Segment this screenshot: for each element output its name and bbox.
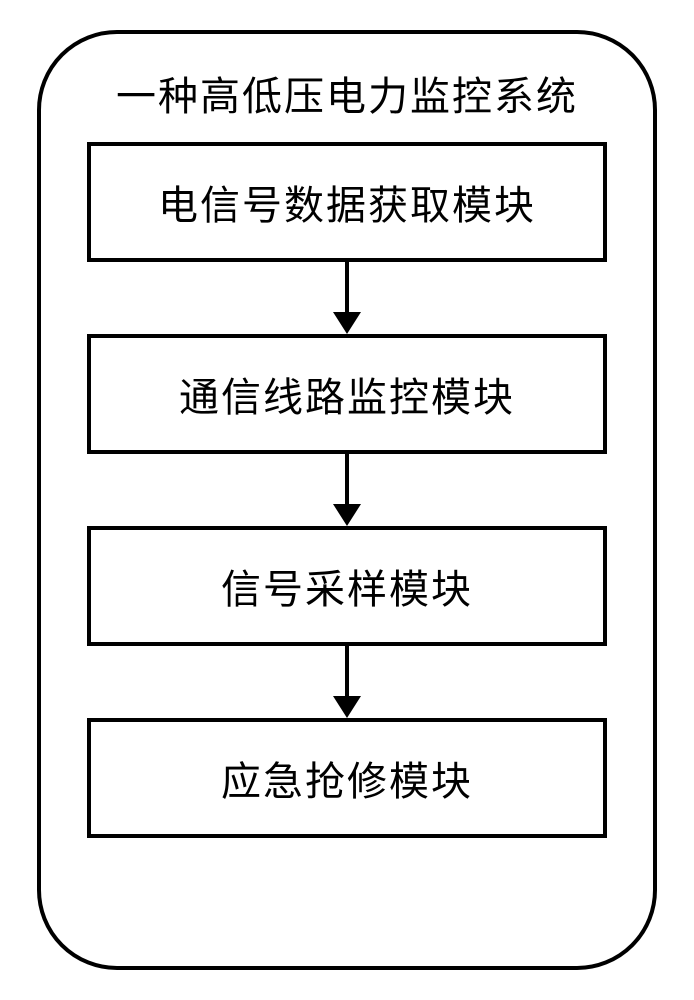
arrow-down-icon: [333, 454, 361, 526]
diagram-title: 一种高低压电力监控系统: [116, 64, 578, 122]
arrow-down-icon: [333, 262, 361, 334]
flowchart-node: 通信线路监控模块: [87, 334, 607, 454]
node-label: 应急抢修模块: [221, 749, 473, 807]
arrow-down-icon: [333, 646, 361, 718]
flowchart-node: 电信号数据获取模块: [87, 142, 607, 262]
node-label: 电信号数据获取模块: [158, 173, 536, 231]
arrow-line: [345, 262, 349, 312]
arrow-head: [333, 504, 361, 526]
diagram-container: 一种高低压电力监控系统 电信号数据获取模块 通信线路监控模块 信号采样模块 应急…: [37, 30, 657, 970]
node-label: 通信线路监控模块: [179, 365, 515, 423]
flowchart-node: 应急抢修模块: [87, 718, 607, 838]
flowchart-node: 信号采样模块: [87, 526, 607, 646]
arrow-head: [333, 696, 361, 718]
arrow-head: [333, 312, 361, 334]
arrow-line: [345, 454, 349, 504]
arrow-line: [345, 646, 349, 696]
node-label: 信号采样模块: [221, 557, 473, 615]
